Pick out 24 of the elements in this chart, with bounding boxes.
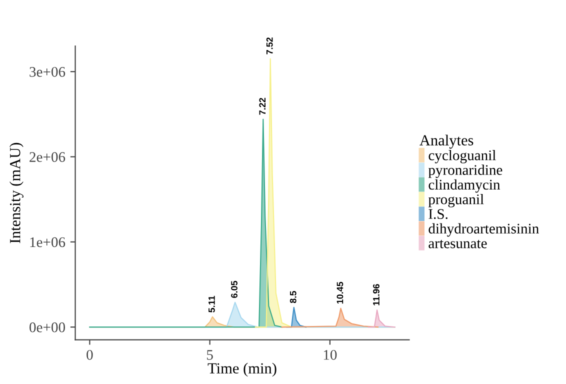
legend-label: I.S.	[428, 209, 448, 220]
legend-label: dihydroartemisinin	[428, 223, 539, 237]
legend-label: artesunate	[428, 240, 487, 248]
y-tick-label: 2e+06	[30, 152, 66, 162]
x-tick-label: 0	[86, 350, 93, 360]
y-tick-label: 3e+06	[30, 66, 66, 77]
annotation: 11.96	[373, 284, 380, 306]
legend-label: clindamycin	[428, 179, 500, 193]
legend-label: pyronaridine	[428, 164, 502, 178]
x-axis-title: Time (min)	[208, 362, 276, 377]
annotation: 7.22	[259, 98, 266, 115]
x-tick-label: 5	[207, 350, 213, 360]
legend-label: cycloguanil	[428, 150, 496, 164]
y-tick-label: 0e+00	[30, 322, 65, 332]
legend-title: Analytes	[420, 134, 474, 149]
annotation: 5.11	[208, 296, 215, 312]
annotation: 7.52	[266, 37, 273, 54]
annotation: 10.45	[336, 282, 344, 304]
legend-label: proguanil	[428, 194, 484, 208]
annotation: 6.05	[231, 280, 238, 298]
annotation: 8.5	[290, 291, 296, 304]
y-axis-title: Intensity (mAU)	[10, 142, 24, 244]
y-tick-label: 1e+06	[30, 237, 66, 248]
x-tick-label: 10	[324, 350, 337, 360]
